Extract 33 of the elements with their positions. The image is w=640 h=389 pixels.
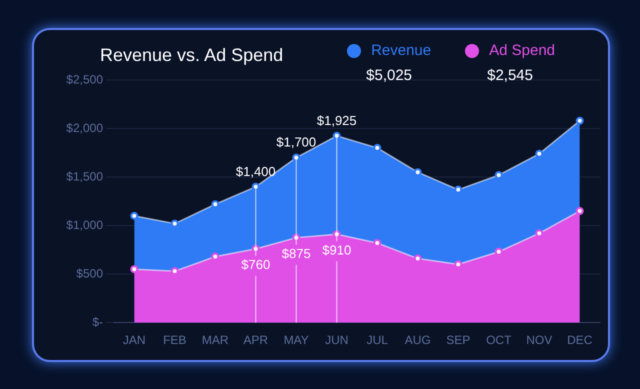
point: [576, 116, 584, 125]
annotation: $5,025: [366, 67, 412, 84]
data-label: $1,400: [236, 164, 276, 179]
point: [130, 265, 138, 274]
x-tick-label: OCT: [486, 333, 512, 348]
point: [576, 207, 584, 216]
chart-title: Revenue vs. Ad Spend: [100, 45, 284, 66]
y-tick-label: $2,000: [66, 120, 104, 135]
legend-label: Revenue: [371, 42, 432, 59]
x-tick-label: SEP: [446, 333, 470, 348]
x-tick-label: MAY: [284, 333, 309, 348]
data-label: $1,925: [316, 112, 357, 128]
x-tick-label: JUL: [366, 333, 388, 348]
data-label: $910: [322, 242, 352, 258]
y-tick-label: $2,500: [66, 72, 104, 86]
y-tick-label: $1,000: [66, 218, 104, 232]
annotation: $2,545: [487, 67, 533, 84]
data-label: $875: [282, 246, 311, 261]
y-tick-label: $-: [92, 314, 103, 329]
y-tick-label: $500: [76, 266, 104, 280]
x-tick-label: APR: [243, 333, 268, 348]
point: [130, 212, 138, 220]
y-tick-label: $1,500: [66, 169, 104, 184]
x-tick-label: FEB: [163, 333, 186, 348]
x-tick-label: JAN: [122, 333, 146, 348]
x-tick-label: MAR: [202, 333, 229, 348]
x-tick-label: JUN: [325, 333, 348, 348]
x-tick-label: NOV: [526, 333, 552, 348]
legend-label: Ad Spend: [489, 42, 555, 59]
x-tick-label: DEC: [567, 333, 593, 348]
x-tick-label: AUG: [404, 333, 431, 348]
data-label: $760: [241, 256, 270, 272]
data-label: $1,700: [276, 134, 316, 150]
